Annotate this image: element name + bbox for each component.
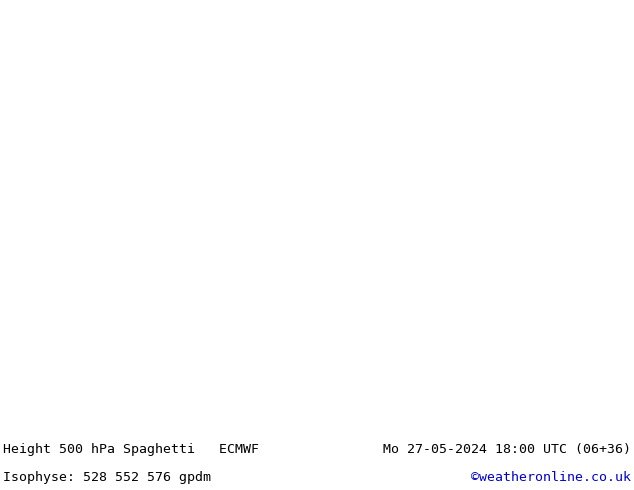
Text: Height 500 hPa Spaghetti   ECMWF: Height 500 hPa Spaghetti ECMWF [3, 443, 259, 456]
Text: Isophyse: 528 552 576 gpdm: Isophyse: 528 552 576 gpdm [3, 471, 211, 484]
Text: ©weatheronline.co.uk: ©weatheronline.co.uk [471, 471, 631, 484]
Text: Mo 27-05-2024 18:00 UTC (06+36): Mo 27-05-2024 18:00 UTC (06+36) [383, 443, 631, 456]
